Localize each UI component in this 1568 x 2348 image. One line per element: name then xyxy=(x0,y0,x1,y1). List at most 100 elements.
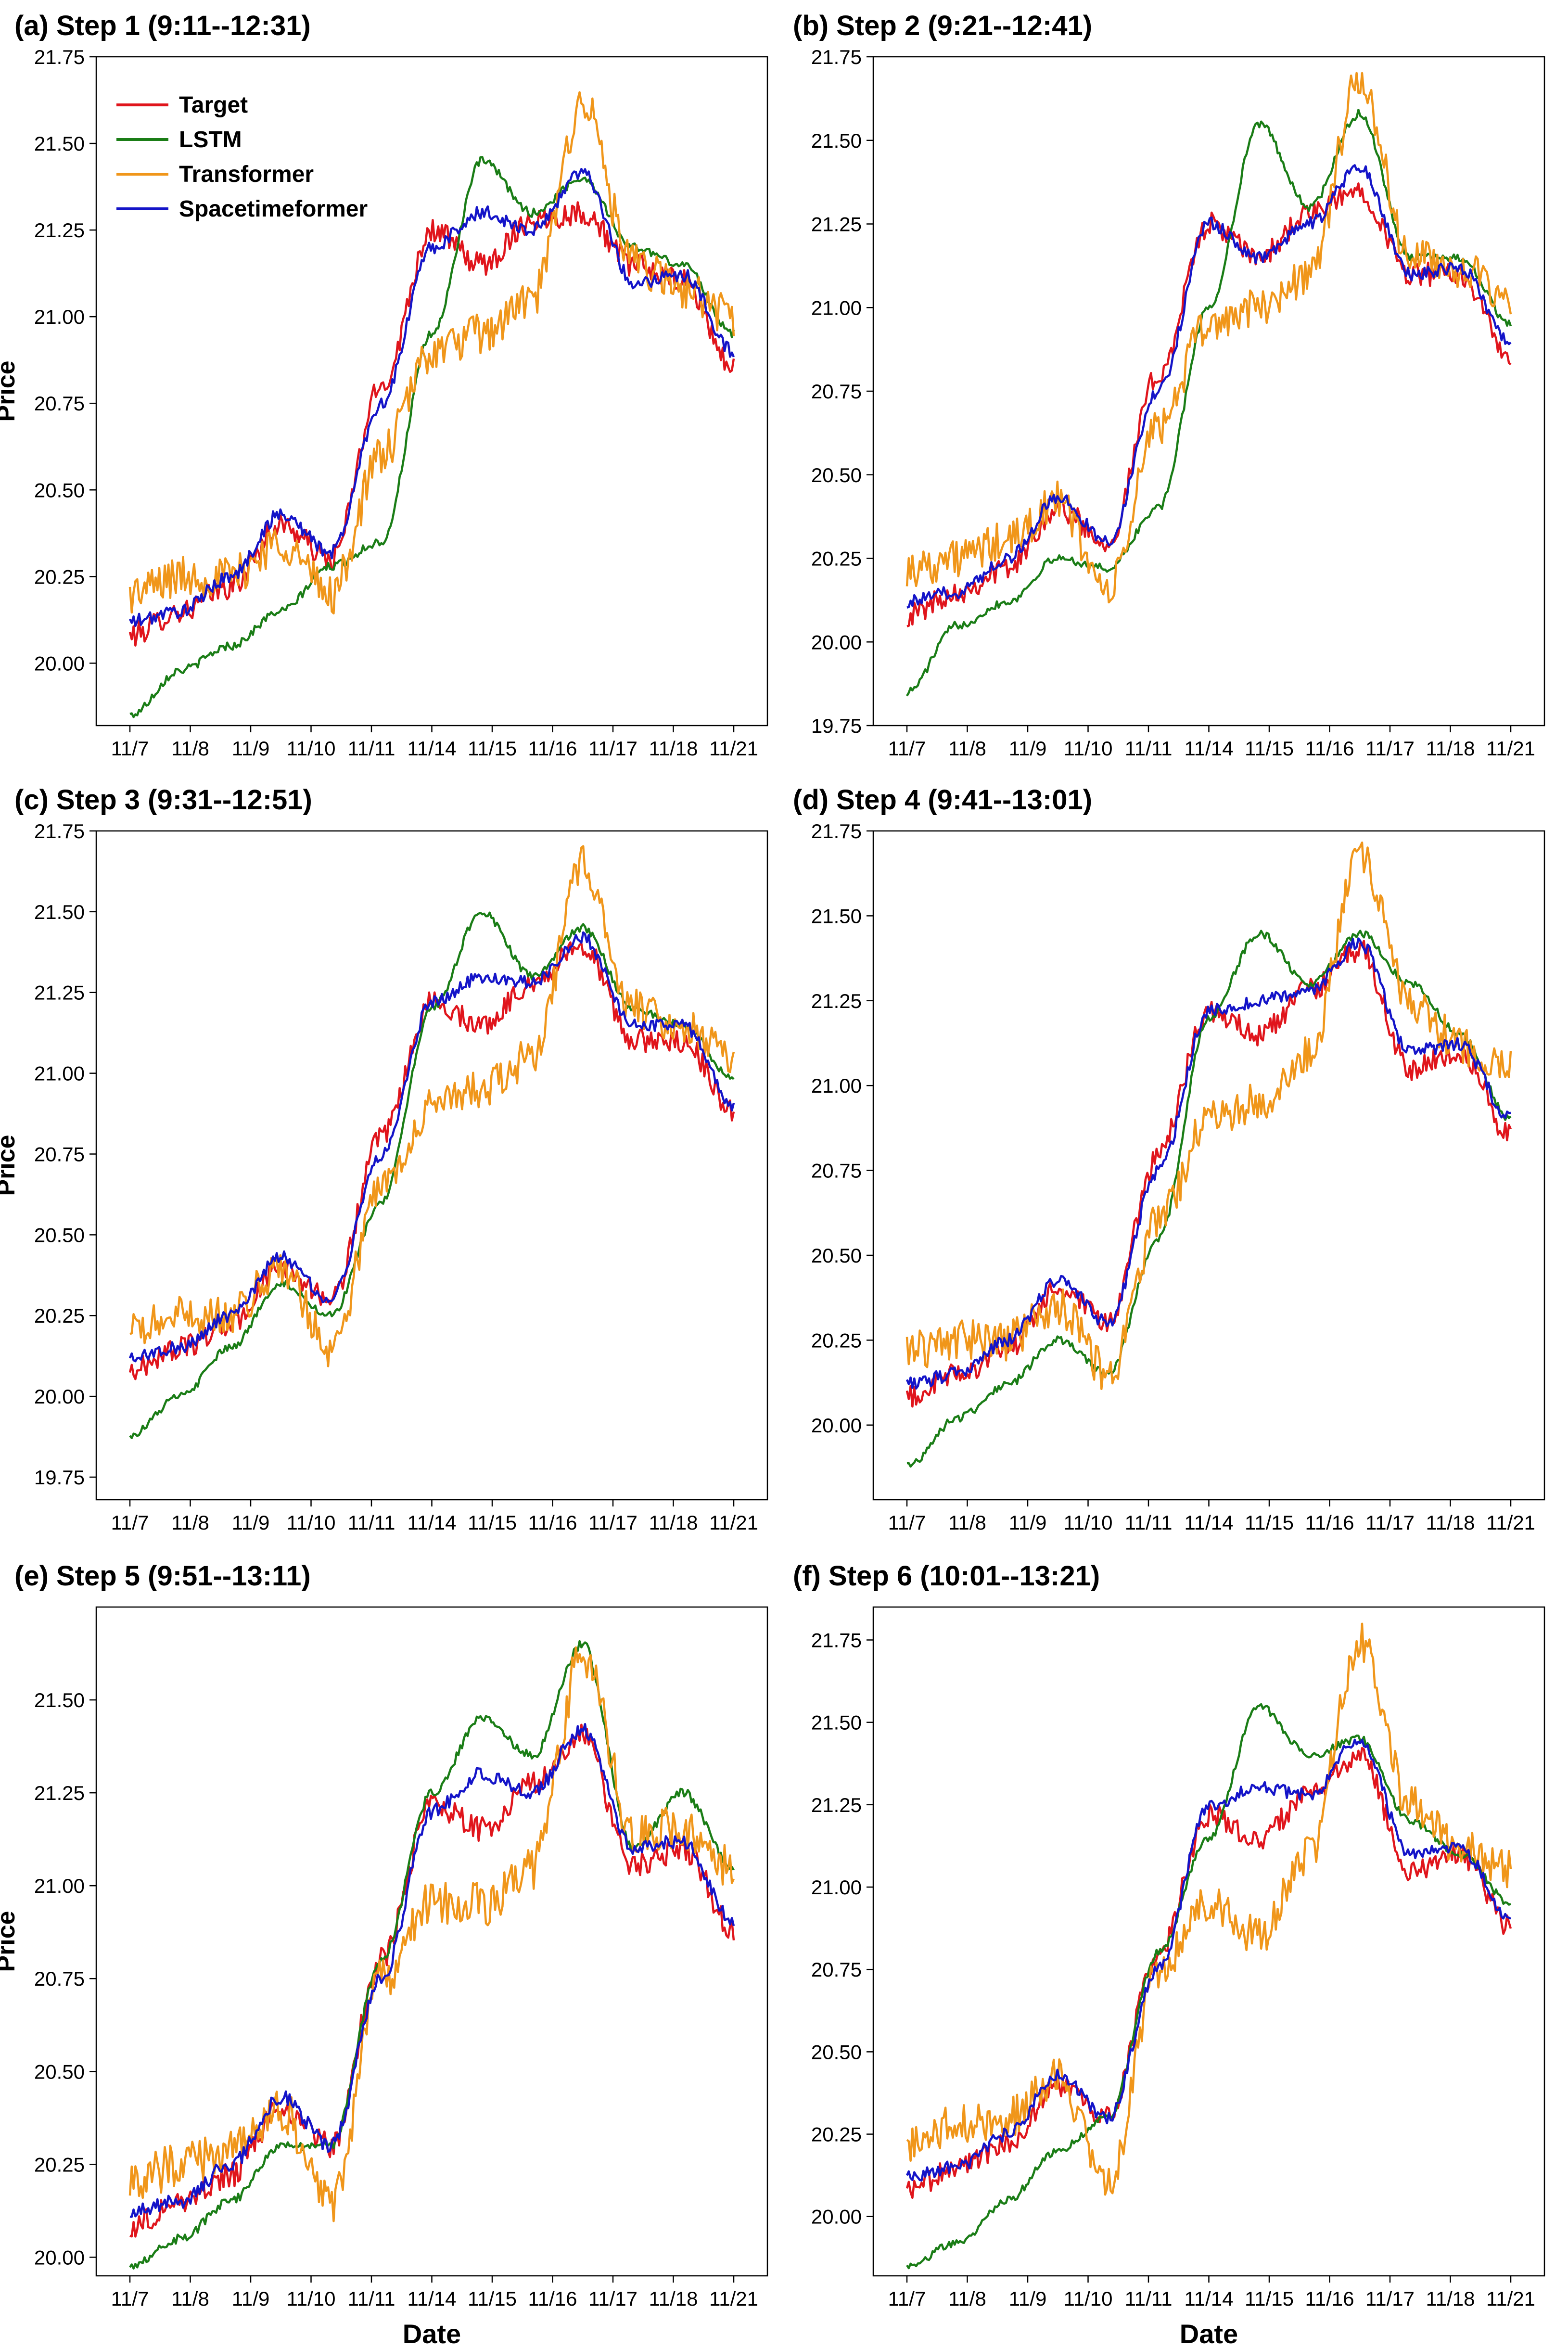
x-tick-label: 11/8 xyxy=(171,1511,209,1534)
x-tick-label: 11/7 xyxy=(111,737,149,760)
x-tick-label: 11/14 xyxy=(408,737,457,760)
y-tick-label: 21.00 xyxy=(811,1074,862,1097)
x-tick-label: 11/11 xyxy=(1125,1511,1173,1534)
y-tick-label: 20.00 xyxy=(811,1414,862,1437)
x-tick-label: 11/17 xyxy=(1365,1511,1415,1534)
x-tick-label: 11/11 xyxy=(1125,737,1173,760)
x-tick-label: 11/10 xyxy=(1064,1511,1113,1534)
series-line-target xyxy=(906,182,1512,627)
y-tick-label: 21.50 xyxy=(811,905,862,927)
y-tick-label: 21.50 xyxy=(811,129,862,152)
x-tick-label: 11/18 xyxy=(1426,1511,1475,1534)
x-tick-label: 11/10 xyxy=(1064,2287,1113,2310)
x-tick-label: 11/14 xyxy=(1185,737,1234,760)
y-tick-label: 20.50 xyxy=(811,2041,862,2063)
chart-panel: 21.50 21.25 21.00 20.75 20.50 20.25 20.00 11/7 1… xyxy=(0,1606,768,2348)
x-tick-label: 11/18 xyxy=(1426,2287,1475,2310)
series-line-target xyxy=(905,1747,1512,2199)
x-axis-label: Date xyxy=(403,2319,461,2348)
series-line-transformer xyxy=(128,1646,735,2222)
x-tick-label: 11/7 xyxy=(888,1511,926,1534)
x-tick-label: 11/8 xyxy=(948,2287,986,2310)
x-tick-label: 11/7 xyxy=(888,2287,926,2310)
chart-panel: 21.75 21.50 21.25 21.00 20.75 20.50 20.25 20.00… xyxy=(0,47,768,760)
x-tick-label: 11/9 xyxy=(232,2287,270,2310)
legend: Target LSTM Transformer Spacetimeformer xyxy=(116,92,368,222)
y-tick-label: 21.50 xyxy=(34,1689,85,1711)
y-tick-label: 20.75 xyxy=(811,1160,862,1182)
y-tick-label: 20.50 xyxy=(34,479,85,501)
x-tick-label: 11/9 xyxy=(1009,737,1047,760)
y-tick-label: 20.75 xyxy=(34,1143,85,1165)
x-tick-label: 11/17 xyxy=(1365,737,1415,760)
x-tick-label: 11/11 xyxy=(348,2287,395,2310)
panel-title: (a) Step 1 (9:11--12:31) xyxy=(14,10,311,41)
y-tick-label: 21.75 xyxy=(811,1629,862,1651)
y-tick-label: 19.75 xyxy=(811,715,862,737)
series-line-lstm xyxy=(906,1703,1512,2270)
x-tick-label: 11/9 xyxy=(1009,2287,1047,2310)
y-axis-label: Price xyxy=(0,1911,20,1972)
series-line-spacetimeformer xyxy=(128,167,735,627)
y-tick-label: 21.75 xyxy=(34,821,85,842)
y-tick-label: 21.25 xyxy=(811,990,862,1012)
y-tick-label: 21.50 xyxy=(34,901,85,923)
y-tick-label: 20.25 xyxy=(811,548,862,570)
y-tick-label: 21.50 xyxy=(34,132,85,155)
y-axis-label: Price xyxy=(0,1135,20,1196)
series-line-lstm xyxy=(906,930,1512,1468)
x-tick-label: 11/15 xyxy=(468,737,517,760)
y-tick-label: 20.50 xyxy=(811,1244,862,1267)
y-tick-label: 21.25 xyxy=(34,1782,85,1804)
y-tick-label: 21.25 xyxy=(34,982,85,1004)
x-tick-label: 11/11 xyxy=(348,1511,395,1534)
x-tick-label: 11/16 xyxy=(1305,2287,1354,2310)
x-tick-label: 11/21 xyxy=(1486,2287,1535,2310)
x-tick-label: 11/17 xyxy=(588,737,637,760)
y-tick-label: 21.25 xyxy=(811,213,862,236)
x-tick-label: 11/14 xyxy=(1185,2287,1234,2310)
x-tick-label: 11/8 xyxy=(171,737,209,760)
x-tick-label: 11/18 xyxy=(649,1511,698,1534)
x-tick-label: 11/18 xyxy=(649,2287,698,2310)
x-tick-label: 11/14 xyxy=(408,2287,457,2310)
y-tick-label: 21.00 xyxy=(34,306,85,328)
y-tick-label: 20.00 xyxy=(811,631,862,653)
x-tick-label: 11/16 xyxy=(528,1511,577,1534)
x-axis-label: Date xyxy=(1180,2319,1238,2348)
y-tick-label: 21.00 xyxy=(34,1062,85,1085)
series-line-spacetimeformer xyxy=(129,1723,735,2218)
series-line-lstm xyxy=(906,109,1512,697)
y-tick-label: 21.75 xyxy=(34,47,85,68)
x-tick-label: 11/15 xyxy=(1245,1511,1294,1534)
x-tick-label: 11/17 xyxy=(1365,2287,1415,2310)
x-tick-label: 11/9 xyxy=(1009,1511,1047,1534)
series-line-transformer xyxy=(905,841,1512,1391)
y-tick-label: 21.25 xyxy=(34,219,85,242)
plot-frame xyxy=(872,56,1545,727)
y-tick-label: 21.00 xyxy=(811,1876,862,1899)
y-tick-label: 21.75 xyxy=(811,821,862,842)
legend-label: Target xyxy=(179,92,248,118)
y-tick-label: 20.00 xyxy=(811,2206,862,2228)
x-tick-label: 11/21 xyxy=(1486,737,1535,760)
panel-title: (e) Step 5 (9:51--13:11) xyxy=(14,1560,311,1592)
y-tick-label: 20.75 xyxy=(811,1958,862,1981)
x-tick-label: 11/16 xyxy=(528,737,577,760)
y-tick-label: 20.75 xyxy=(811,380,862,403)
plot-frame xyxy=(872,1606,1545,2277)
y-tick-label: 20.25 xyxy=(34,1304,85,1327)
x-tick-label: 11/8 xyxy=(948,1511,986,1534)
plot-frame xyxy=(872,830,1545,1501)
plot-frame xyxy=(95,830,768,1501)
x-tick-label: 11/11 xyxy=(348,737,395,760)
x-tick-label: 11/16 xyxy=(1305,1511,1354,1534)
panel-title: (b) Step 2 (9:21--12:41) xyxy=(793,10,1093,41)
y-tick-label: 21.25 xyxy=(811,1794,862,1816)
y-tick-label: 20.25 xyxy=(34,565,85,588)
y-tick-label: 20.00 xyxy=(34,652,85,675)
y-tick-label: 19.75 xyxy=(34,1466,85,1489)
x-tick-label: 11/17 xyxy=(588,1511,637,1534)
x-tick-label: 11/7 xyxy=(111,2287,149,2310)
x-tick-label: 11/15 xyxy=(1245,737,1294,760)
